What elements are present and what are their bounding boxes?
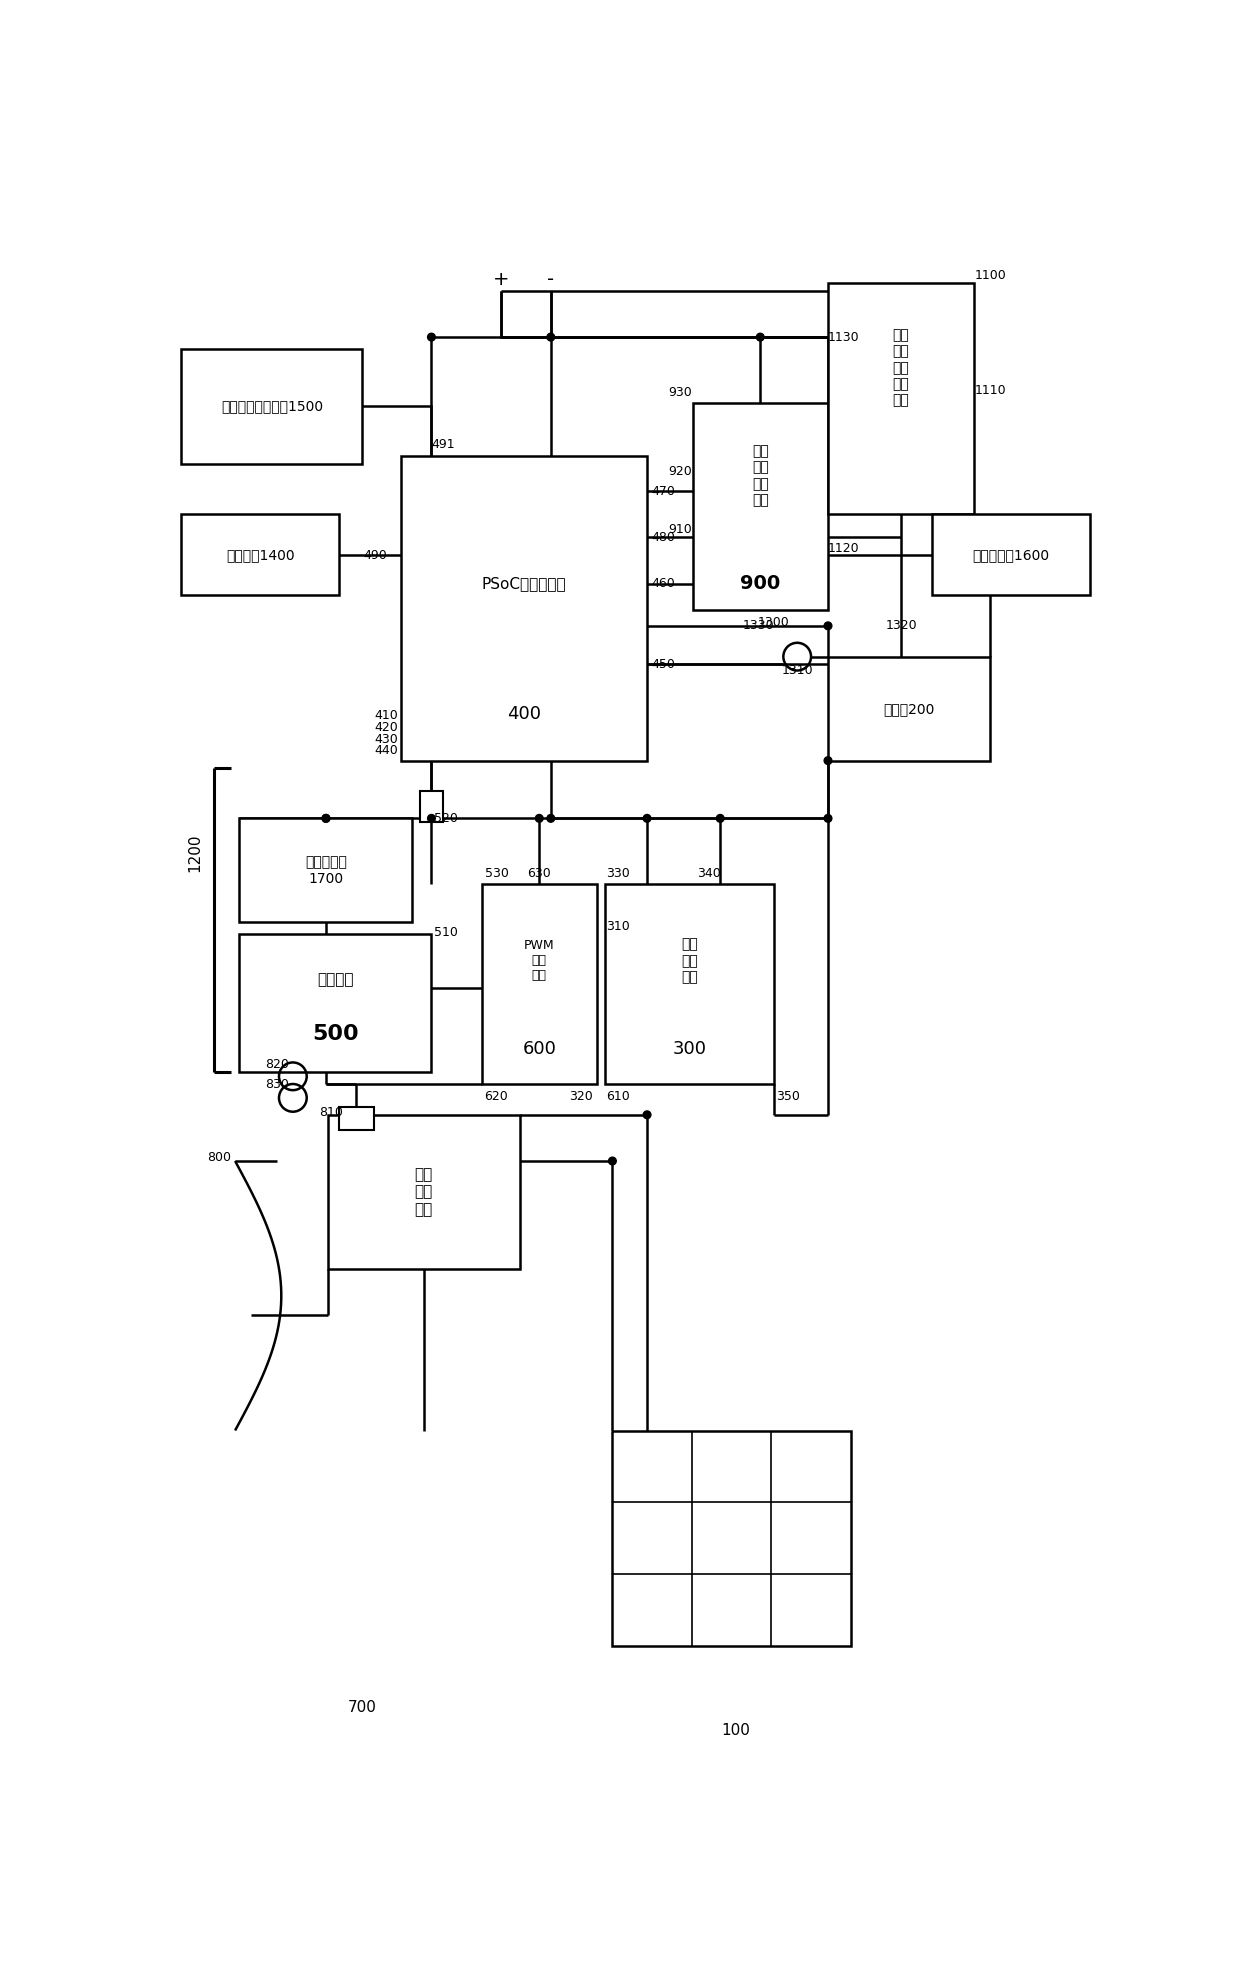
Bar [828, 656, 990, 760]
Text: 1330: 1330 [743, 620, 774, 632]
Text: 480: 480 [651, 531, 675, 543]
Text: 520: 520 [434, 812, 458, 826]
Text: 490: 490 [363, 549, 388, 561]
Text: 充电回路: 充电回路 [317, 972, 353, 988]
Circle shape [428, 814, 435, 822]
Text: 防雷
保护
电路: 防雷 保护 电路 [414, 1167, 433, 1217]
Circle shape [825, 814, 832, 822]
Text: 630: 630 [527, 867, 551, 881]
Text: -: - [547, 271, 554, 288]
Circle shape [609, 1157, 616, 1165]
Text: 810: 810 [319, 1106, 343, 1118]
Text: 440: 440 [374, 745, 398, 756]
Text: +: + [492, 271, 508, 288]
Text: 530: 530 [485, 867, 508, 881]
Text: 100: 100 [722, 1724, 750, 1738]
Text: 430: 430 [374, 733, 398, 745]
Circle shape [428, 334, 435, 342]
Circle shape [825, 622, 832, 630]
Text: 1120: 1120 [828, 543, 859, 555]
Circle shape [547, 814, 554, 822]
Bar [239, 934, 432, 1072]
Text: 930: 930 [668, 385, 692, 399]
Text: 600: 600 [522, 1041, 557, 1059]
Text: PSoC中央处理器: PSoC中央处理器 [481, 577, 567, 591]
Text: 1130: 1130 [828, 330, 859, 344]
Circle shape [547, 334, 554, 342]
Bar [327, 1114, 520, 1268]
Bar [401, 456, 647, 760]
Text: 负载
功率
输出
驱动
电路: 负载 功率 输出 驱动 电路 [893, 328, 909, 407]
Bar [239, 818, 412, 922]
Text: 450: 450 [651, 658, 675, 672]
Bar [481, 883, 596, 1084]
Text: 1110: 1110 [975, 385, 1006, 397]
Bar [339, 1108, 373, 1130]
Text: 900: 900 [740, 575, 780, 592]
Circle shape [717, 814, 724, 822]
Text: 920: 920 [668, 466, 692, 478]
Bar [605, 883, 774, 1084]
Text: 1320: 1320 [885, 620, 918, 632]
Text: 350: 350 [776, 1090, 800, 1104]
Text: 320: 320 [569, 1090, 593, 1104]
Circle shape [536, 814, 543, 822]
Bar [420, 792, 443, 822]
Text: 820: 820 [265, 1059, 289, 1070]
Text: 830: 830 [265, 1078, 289, 1090]
Text: 防倒流电路
1700: 防倒流电路 1700 [305, 855, 347, 887]
Text: 340: 340 [697, 867, 720, 881]
Circle shape [322, 814, 330, 822]
Bar [693, 403, 828, 610]
Text: 蓄电池200: 蓄电池200 [883, 701, 935, 717]
Text: 700: 700 [347, 1700, 377, 1714]
Text: 510: 510 [434, 926, 458, 938]
Text: 控制按键1400: 控制按键1400 [226, 547, 295, 563]
Bar [181, 350, 362, 464]
Circle shape [644, 1112, 651, 1118]
Circle shape [322, 814, 330, 822]
Text: 500: 500 [312, 1023, 358, 1045]
Text: 310: 310 [606, 920, 630, 932]
Text: 负载
功率
驱动
电路: 负载 功率 驱动 电路 [751, 444, 769, 508]
Text: 400: 400 [507, 705, 541, 723]
Text: 610: 610 [606, 1090, 630, 1104]
Bar [932, 514, 1090, 594]
Text: 410: 410 [374, 709, 398, 723]
Text: 460: 460 [651, 577, 675, 591]
Circle shape [644, 814, 651, 822]
Text: 1200: 1200 [187, 833, 202, 873]
Text: 420: 420 [374, 721, 398, 735]
Text: 300: 300 [672, 1041, 707, 1059]
Text: 800: 800 [207, 1151, 231, 1163]
Text: 491: 491 [432, 438, 455, 452]
Text: 470: 470 [651, 484, 675, 498]
Bar [828, 282, 975, 514]
Text: 1310: 1310 [781, 664, 813, 677]
Circle shape [756, 334, 764, 342]
Text: 声光显示报警电路1500: 声光显示报警电路1500 [221, 399, 324, 413]
Text: PWM
驱动
电路: PWM 驱动 电路 [525, 940, 554, 982]
Bar [181, 514, 339, 594]
Text: 910: 910 [668, 523, 692, 535]
Text: 620: 620 [485, 1090, 508, 1104]
Text: 330: 330 [606, 867, 630, 881]
Text: 电源
转换
电路: 电源 转换 电路 [681, 938, 698, 984]
Text: 1300: 1300 [758, 616, 790, 628]
Text: 温度传感器1600: 温度传感器1600 [972, 547, 1050, 563]
Circle shape [825, 756, 832, 764]
Text: 1100: 1100 [975, 269, 1006, 282]
